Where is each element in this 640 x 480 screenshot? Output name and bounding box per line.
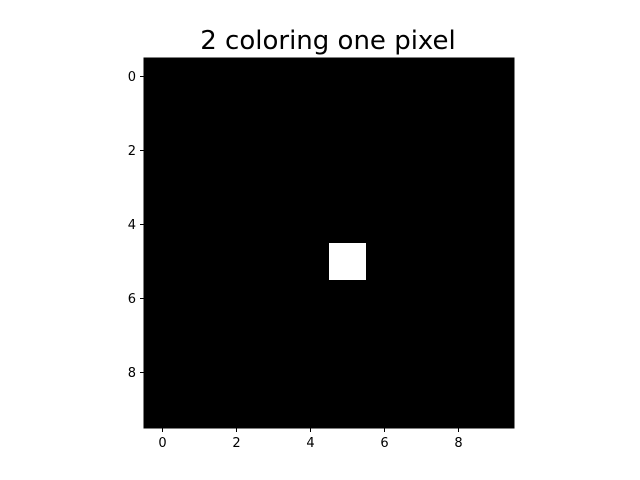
y-tick-label: 2	[128, 144, 136, 159]
x-tick-label: 8	[454, 436, 462, 451]
x-tick-label: 6	[380, 436, 388, 451]
x-axis: 0 2 4 6 8	[158, 428, 463, 451]
plot-area	[143, 57, 515, 429]
y-tick-label: 0	[128, 70, 136, 85]
x-tick-label: 2	[232, 436, 240, 451]
x-tick-label: 4	[306, 436, 314, 451]
heatmap-cell	[329, 243, 366, 280]
y-tick-label: 6	[128, 292, 136, 307]
x-tick-label: 0	[158, 436, 166, 451]
y-tick-label: 8	[128, 366, 136, 381]
axes-frame	[143, 57, 515, 429]
y-axis: 0 2 4 6 8	[128, 70, 144, 381]
chart-title: 2 coloring one pixel	[200, 26, 455, 56]
y-tick-label: 4	[128, 218, 136, 233]
